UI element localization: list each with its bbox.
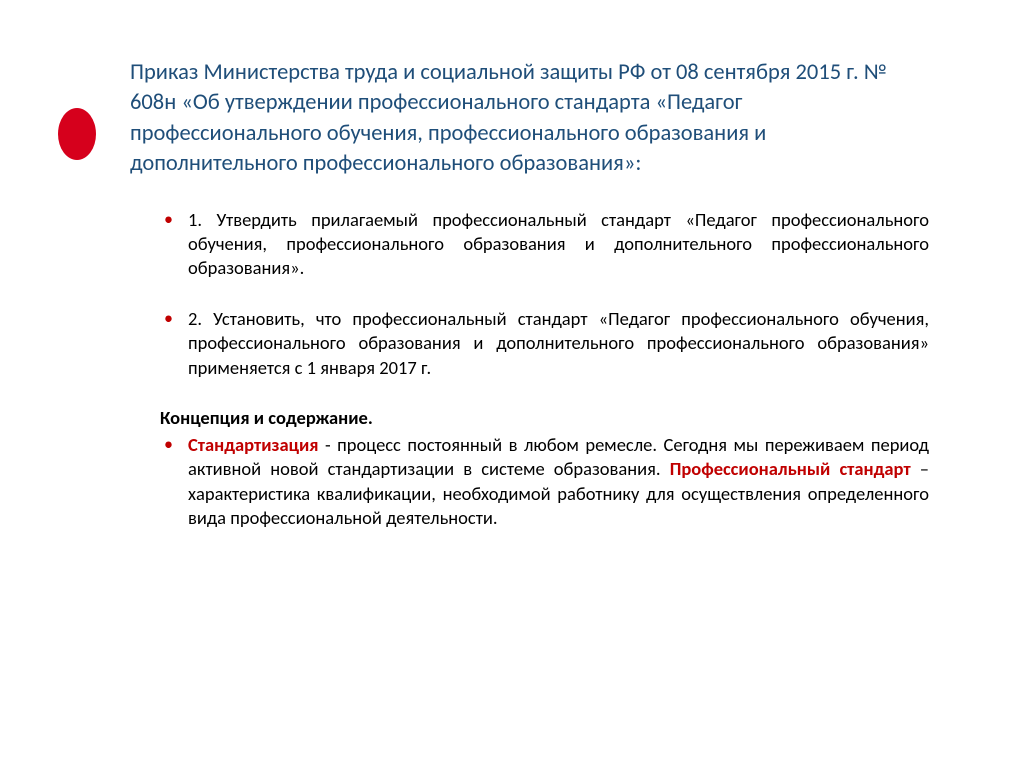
subheading: Концепция и содержание. (160, 406, 929, 429)
slide-title: Приказ Министерства труда и социальной з… (130, 58, 929, 180)
title-marker-ellipse (58, 108, 96, 160)
content-list-2: Стандартизация - процесс постоянный в лю… (160, 433, 929, 531)
list-item: 1. Утвердить прилагаемый профессиональны… (160, 208, 929, 281)
slide-content: Приказ Министерства труда и социальной з… (0, 0, 1024, 597)
list-item: 2. Установить, что профессиональный стан… (160, 307, 929, 380)
accent-term: Профессиональный стандарт (670, 457, 911, 480)
list-item: Стандартизация - процесс постоянный в лю… (160, 433, 929, 531)
accent-term: Стандартизация (188, 433, 319, 456)
slide-body: 1. Утвердить прилагаемый профессиональны… (130, 208, 929, 531)
subheading-text: Концепция и содержание (160, 406, 368, 429)
content-list: 1. Утвердить прилагаемый профессиональны… (160, 208, 929, 380)
